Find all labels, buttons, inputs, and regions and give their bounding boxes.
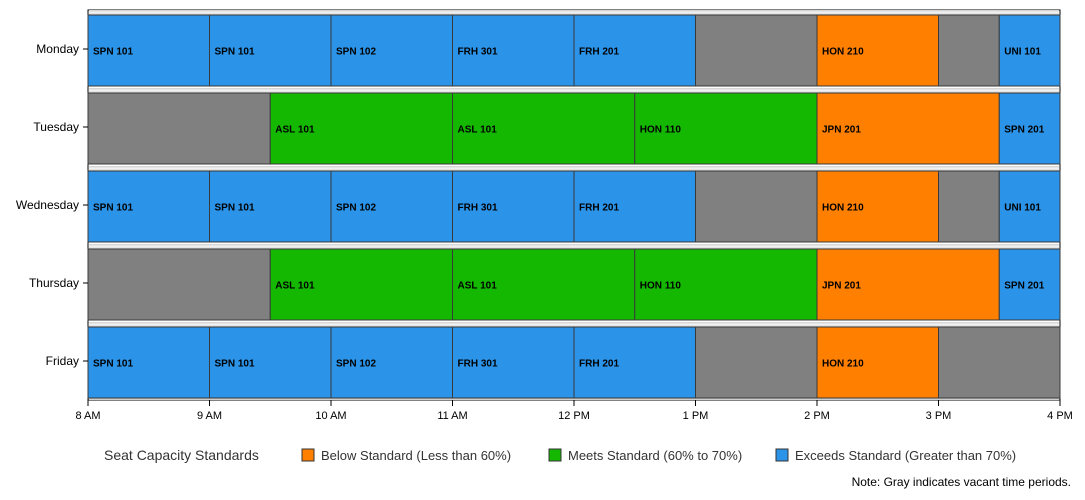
schedule-block-exceeds (209, 170, 332, 243)
block-label: HON 210 (822, 203, 864, 214)
x-tick-label: 4 PM (1047, 410, 1073, 422)
block-label: SPN 201 (1004, 125, 1044, 136)
block-label: SPN 102 (336, 359, 376, 370)
block-label: SPN 102 (336, 47, 376, 58)
block-label: SPN 101 (93, 203, 133, 214)
schedule-block-exceeds (452, 170, 575, 243)
x-tick-label: 2 PM (804, 410, 830, 422)
legend-entry-meets: Meets Standard (60% to 70%) (568, 448, 742, 463)
schedule-block-below (816, 92, 1000, 165)
schedule-block-exceeds (998, 248, 1061, 321)
block-label: FRH 301 (458, 359, 498, 370)
schedule-block-exceeds (87, 326, 210, 399)
x-tick-label: 10 AM (315, 410, 346, 422)
block-label: JPN 201 (822, 281, 861, 292)
block-label: HON 110 (640, 281, 682, 292)
row-separator (89, 10, 1059, 15)
block-label: FRH 201 (579, 203, 619, 214)
block-label: UNI 101 (1004, 203, 1041, 214)
x-tick-label: 8 AM (75, 410, 100, 422)
schedule-block-exceeds (330, 170, 453, 243)
schedule-block-exceeds (330, 14, 453, 87)
legend-swatch-meets (548, 448, 562, 462)
block-label: HON 210 (822, 359, 864, 370)
legend-title: Seat Capacity Standards (104, 447, 259, 463)
schedule-block-meets (269, 248, 453, 321)
schedule-block-exceeds (573, 14, 696, 87)
schedule-block-vacant (938, 326, 1061, 399)
block-label: ASL 101 (458, 125, 498, 136)
x-tick-label: 12 PM (558, 410, 590, 422)
schedule-block-exceeds (87, 14, 210, 87)
row-separator (89, 398, 1059, 400)
legend-entry-exceeds: Exceeds Standard (Greater than 70%) (795, 448, 1016, 463)
schedule-block-meets (452, 92, 636, 165)
row-separator (89, 244, 1059, 249)
schedule-block-exceeds (330, 326, 453, 399)
block-label: FRH 301 (458, 203, 498, 214)
block-label: SPN 201 (1004, 281, 1044, 292)
block-label: SPN 101 (215, 203, 255, 214)
y-tick-label: Monday (36, 42, 79, 56)
block-label: FRH 201 (579, 359, 619, 370)
schedule-block-exceeds (87, 170, 210, 243)
block-label: JPN 201 (822, 125, 861, 136)
schedule-blocks: SPN 101 SPN 101 SPN 102 FRH 301 FRH 201 HON 2… (87, 14, 1061, 399)
y-tick-label: Wednesday (16, 198, 79, 212)
schedule-block-meets (269, 92, 453, 165)
legend-swatch-exceeds (775, 448, 789, 462)
x-tick-label: 11 AM (437, 410, 467, 422)
block-label: HON 210 (822, 47, 864, 58)
block-label: UNI 101 (1004, 47, 1041, 58)
schedule-block-meets (452, 248, 636, 321)
schedule-block-meets (634, 248, 818, 321)
schedule-block-below (816, 326, 939, 399)
schedule-block-vacant (938, 14, 1000, 87)
block-label: ASL 101 (275, 281, 315, 292)
row-separator (89, 88, 1059, 93)
row-separator (89, 322, 1059, 327)
schedule-block-exceeds (209, 14, 332, 87)
y-axis: Monday Tuesday Wednesday Thursday Friday (16, 42, 88, 368)
block-label: SPN 102 (336, 203, 376, 214)
row-separator (89, 166, 1059, 171)
block-label: SPN 101 (93, 47, 133, 58)
schedule-block-exceeds (209, 326, 332, 399)
y-tick-label: Friday (46, 354, 79, 368)
block-label: FRH 201 (579, 47, 619, 58)
schedule-block-exceeds (573, 326, 696, 399)
schedule-block-below (816, 14, 939, 87)
x-tick-label: 1 PM (683, 410, 709, 422)
block-label: HON 110 (640, 125, 682, 136)
block-label: SPN 101 (215, 47, 255, 58)
block-label: SPN 101 (93, 359, 133, 370)
schedule-block-exceeds (998, 170, 1061, 243)
block-label: SPN 101 (215, 359, 255, 370)
schedule-block-vacant (87, 248, 271, 321)
chart-note: Note: Gray indicates vacant time periods… (852, 475, 1071, 489)
schedule-block-exceeds (573, 170, 696, 243)
schedule-block-exceeds (998, 92, 1061, 165)
schedule-block-vacant (695, 14, 818, 87)
block-label: ASL 101 (275, 125, 315, 136)
schedule-block-vacant (695, 326, 818, 399)
schedule-block-vacant (938, 170, 1000, 243)
x-tick-label: 3 PM (926, 410, 952, 422)
schedule-block-below (816, 248, 1000, 321)
y-tick-label: Thursday (29, 276, 79, 290)
schedule-block-meets (634, 92, 818, 165)
block-label: ASL 101 (458, 281, 498, 292)
schedule-block-exceeds (998, 14, 1061, 87)
x-tick-label: 9 AM (197, 410, 222, 422)
legend-swatch-below (301, 448, 315, 462)
legend-entry-below: Below Standard (Less than 60%) (321, 448, 511, 463)
x-axis: 8 AM 9 AM 10 AM 11 AM 12 PM 1 PM 2 PM 3 PM 4 PM (75, 400, 1073, 422)
block-label: FRH 301 (458, 47, 498, 58)
schedule-block-vacant (87, 92, 271, 165)
schedule-block-vacant (695, 170, 818, 243)
legend: Seat Capacity Standards Below Standard (L… (104, 447, 1016, 463)
row-bands (89, 10, 1059, 400)
y-tick-label: Tuesday (33, 120, 79, 134)
